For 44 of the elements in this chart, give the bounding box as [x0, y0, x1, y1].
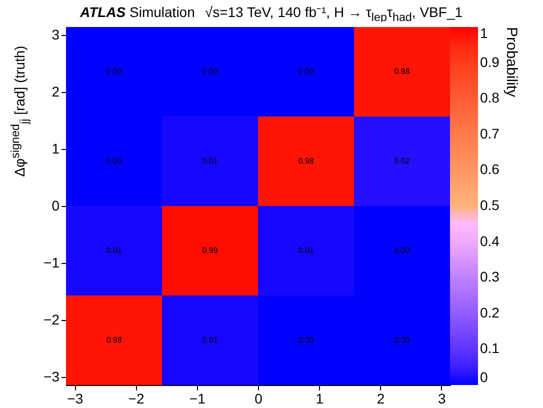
- y-tick-label: 1: [52, 140, 60, 157]
- color-bar-label: 0.8: [480, 90, 500, 106]
- color-bar-label: 0.5: [480, 197, 500, 213]
- y-tick-label: −2: [44, 311, 60, 328]
- data-label: 0.00: [298, 66, 314, 76]
- chart-title: ATLAS Simulation: [80, 4, 195, 20]
- color-bar-label: 0.6: [480, 161, 500, 178]
- color-bar-label: 0.7: [480, 125, 500, 142]
- color-bar-label: 0.2: [480, 304, 500, 320]
- data-label: 0.99: [202, 246, 218, 255]
- x-tick-label: 2: [376, 390, 385, 406]
- data-label: 0.00: [394, 335, 410, 344]
- color-bar-label: 0.1: [480, 340, 500, 356]
- data-label: 0.01: [106, 246, 122, 255]
- x-tick-label: −1: [189, 390, 206, 406]
- data-label: 0.01: [202, 335, 218, 344]
- y-tick-label: −3: [44, 368, 60, 384]
- data-label: 0.02: [394, 156, 410, 166]
- y-tick-label: 2: [52, 84, 60, 100]
- color-bar-label: 1: [480, 25, 488, 41]
- color-bar-label: 0.9: [480, 54, 500, 70]
- color-bar-label: 0: [480, 369, 488, 385]
- color-bar-title: Probability: [503, 27, 520, 98]
- data-label: 0.01: [202, 156, 218, 166]
- data-label: 0.00: [106, 66, 122, 76]
- data-label: 0.00: [298, 335, 314, 344]
- color-bar-label: 0.3: [480, 268, 500, 285]
- chart-subtitle: √s=13 TeV, 140 fb⁻¹, H → τ$_{lep}$τ$_{had}$, VBF_1: [204, 4, 463, 24]
- x-tick-label: 0: [254, 390, 263, 406]
- y-tick-label: 3: [52, 26, 60, 43]
- data-label: 0.00: [394, 246, 410, 255]
- y-tick-label: 0: [52, 198, 60, 214]
- color-bar-label: 0.4: [480, 232, 500, 249]
- data-label: 0.98: [298, 156, 314, 166]
- data-label: 0.01: [298, 246, 314, 255]
- x-tick-label: 3: [438, 390, 446, 406]
- y-tick-label: −1: [44, 254, 60, 270]
- x-tick-label: 1: [316, 390, 324, 406]
- x-tick-label: −2: [128, 390, 144, 406]
- data-label: 0.98: [394, 66, 410, 76]
- data-label: 0.00: [202, 66, 218, 76]
- data-label: 0.98: [106, 335, 122, 344]
- data-label: 0.00: [106, 156, 122, 166]
- x-tick-label: −3: [67, 390, 84, 406]
